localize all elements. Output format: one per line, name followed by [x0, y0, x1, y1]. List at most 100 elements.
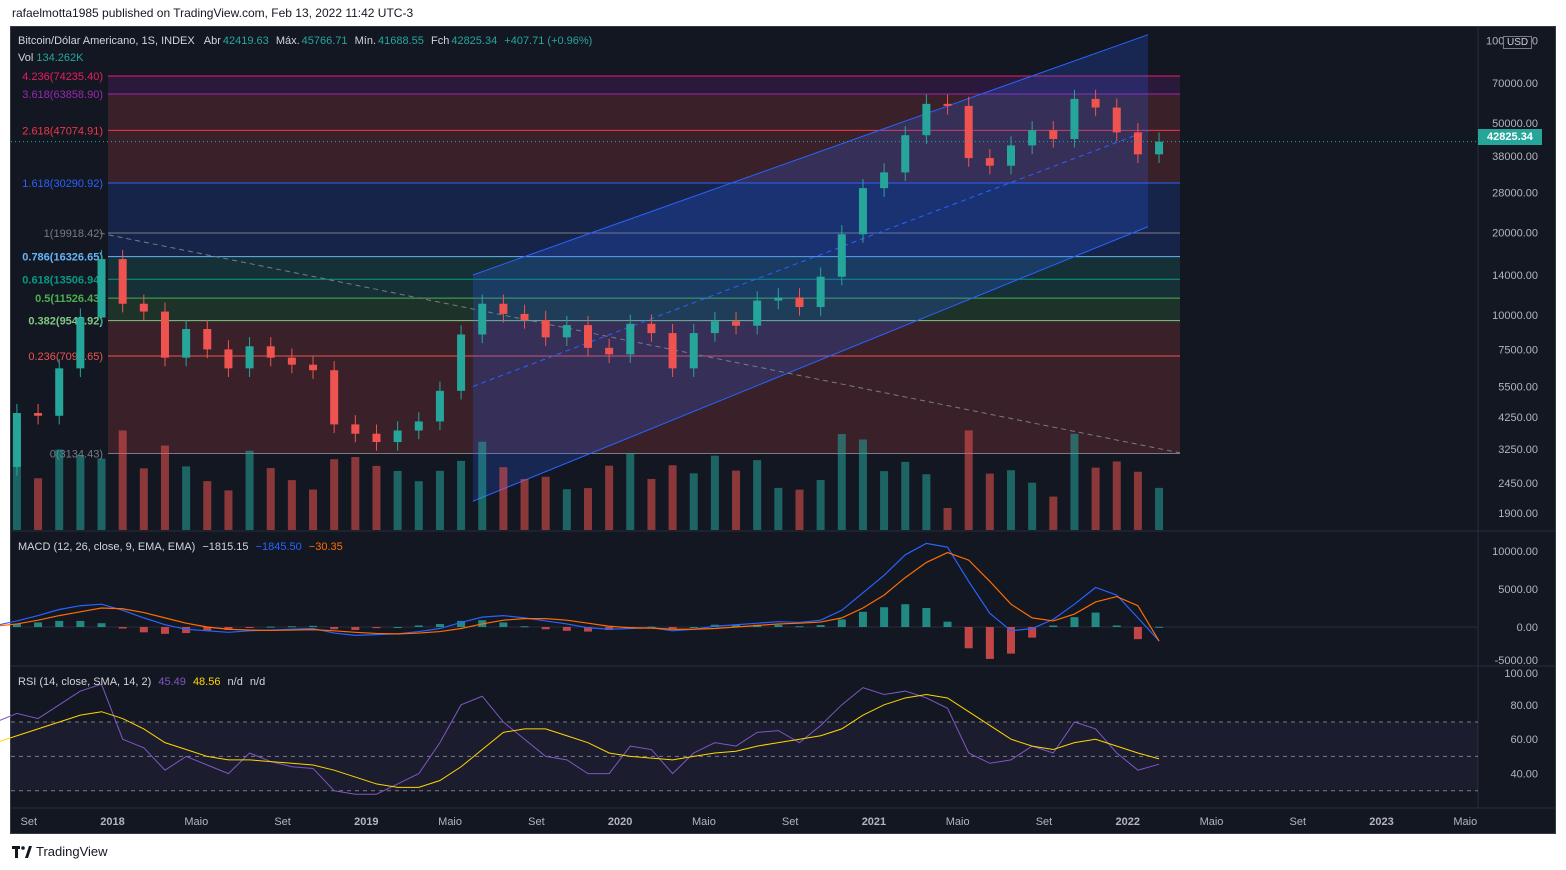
candle-body	[795, 297, 804, 308]
price-axis-tick: 2450.00	[1498, 478, 1538, 490]
macd-histogram-bar	[372, 627, 381, 629]
volume-label: Vol	[18, 52, 34, 64]
candle-body	[1049, 130, 1058, 139]
volume-bar	[245, 450, 254, 530]
volume-bar	[309, 489, 318, 530]
candle-body	[203, 329, 212, 350]
candle-body	[985, 158, 994, 166]
candle-body	[520, 313, 529, 320]
candle-body	[55, 368, 64, 416]
volume-bar	[139, 468, 148, 530]
open-value: 42419.63	[222, 35, 269, 47]
macd-histogram-bar	[457, 620, 466, 627]
price-axis-tick: 50000.00	[1492, 118, 1538, 130]
macd-signal-value: −30.35	[308, 541, 343, 553]
volume-bar	[901, 461, 910, 530]
candle-body	[647, 323, 656, 334]
candle-body	[266, 346, 275, 358]
candle-body	[76, 317, 85, 369]
footer-brand[interactable]: TradingView	[12, 844, 108, 859]
change-value: +407.71 (+0.96%)	[504, 35, 593, 47]
volume-bar	[541, 476, 550, 530]
macd-histogram-bar	[901, 604, 910, 627]
macd-axis-tick: 10000.00	[1492, 546, 1538, 558]
candle-body	[34, 413, 43, 416]
volume-bar	[287, 480, 296, 530]
macd-histogram-bar	[605, 627, 614, 631]
macd-histogram-bar	[795, 626, 804, 628]
candle-body	[689, 333, 698, 369]
candle-body	[901, 135, 910, 173]
macd-axis-tick: 5000.00	[1498, 584, 1538, 596]
candle-body	[1091, 98, 1100, 108]
fib-level-label: 0.382(9545.92)	[28, 316, 103, 328]
candle-body	[414, 421, 423, 431]
volume-bar	[732, 470, 741, 530]
chart-frame[interactable]	[10, 26, 1556, 834]
low-label: Mín.	[354, 35, 377, 47]
candle-body	[309, 364, 318, 371]
time-axis-tick: Set	[1036, 816, 1053, 828]
volume-bar	[1049, 496, 1058, 530]
macd-histogram-bar	[837, 619, 846, 627]
open-label: Abr	[203, 35, 221, 47]
macd-histogram-bar	[964, 627, 973, 649]
volume-bar	[880, 471, 889, 530]
time-axis-tick: 2020	[608, 816, 632, 828]
rsi-label: RSI (14, close, SMA, 14, 2)	[18, 676, 152, 688]
macd-label: MACD (12, 26, close, 9, EMA, EMA)	[18, 541, 196, 553]
price-axis-tick: 20000.00	[1492, 227, 1538, 239]
macd-histogram-bar	[668, 627, 677, 629]
fib-level-label: 0.618(13506.94)	[22, 274, 103, 286]
volume-bar	[76, 455, 85, 530]
macd-histogram-bar	[499, 622, 508, 627]
price-axis-tick: 4250.00	[1498, 412, 1538, 424]
volume-bar	[858, 439, 867, 530]
macd-line-value: −1845.50	[255, 541, 302, 553]
fib-zone	[108, 130, 1180, 183]
macd-histogram-bar	[1112, 625, 1121, 627]
price-axis-tick: 1900.00	[1498, 508, 1538, 520]
volume-bar	[689, 473, 698, 530]
rsi-nd-2: n/d	[249, 676, 266, 688]
time-axis-tick: Maio	[692, 816, 716, 828]
candle-body	[160, 311, 169, 358]
volume-bar	[224, 490, 233, 530]
currency-button[interactable]: USD	[1503, 36, 1533, 49]
macd-axis-tick: -5000.00	[1495, 655, 1538, 667]
candle-body	[880, 172, 889, 189]
macd-histogram-bar	[943, 621, 952, 627]
volume-bar	[1006, 470, 1015, 530]
candle-body	[1155, 141, 1164, 155]
macd-histogram-bar	[414, 625, 423, 627]
volume-bar	[1091, 467, 1100, 530]
volume-bar	[372, 465, 381, 530]
candle-body	[710, 321, 719, 334]
candle-body	[245, 346, 254, 369]
price-axis-tick: 5500.00	[1498, 381, 1538, 393]
volume-bar	[414, 481, 423, 530]
low-value: 41688.55	[378, 35, 424, 47]
rsi-ma-value: 48.56	[192, 676, 221, 688]
time-axis-tick: Set	[274, 816, 291, 828]
volume-bar	[626, 452, 635, 530]
candle-body	[224, 349, 233, 369]
macd-histogram-bar	[1028, 627, 1037, 638]
volume-bar	[710, 455, 719, 530]
macd-histogram-bar	[1049, 625, 1058, 627]
volume-bar	[330, 459, 339, 530]
time-axis-tick: 2018	[100, 816, 124, 828]
fib-level-label: 3.618(63858.90)	[22, 89, 103, 101]
price-axis-tick: 70000.00	[1492, 78, 1538, 90]
volume-bar	[668, 465, 677, 530]
candle-body	[182, 329, 191, 358]
fib-level-label: 1(19918.42)	[44, 228, 103, 240]
macd-histogram-bar	[880, 607, 889, 627]
channel-upper-line	[472, 34, 1149, 276]
fib-zone	[108, 279, 1180, 299]
published-line: rafaelmotta1985 published on TradingView…	[12, 6, 414, 20]
volume-bar	[1028, 482, 1037, 530]
volume-bar	[943, 507, 952, 530]
macd-histogram-bar	[732, 624, 741, 627]
